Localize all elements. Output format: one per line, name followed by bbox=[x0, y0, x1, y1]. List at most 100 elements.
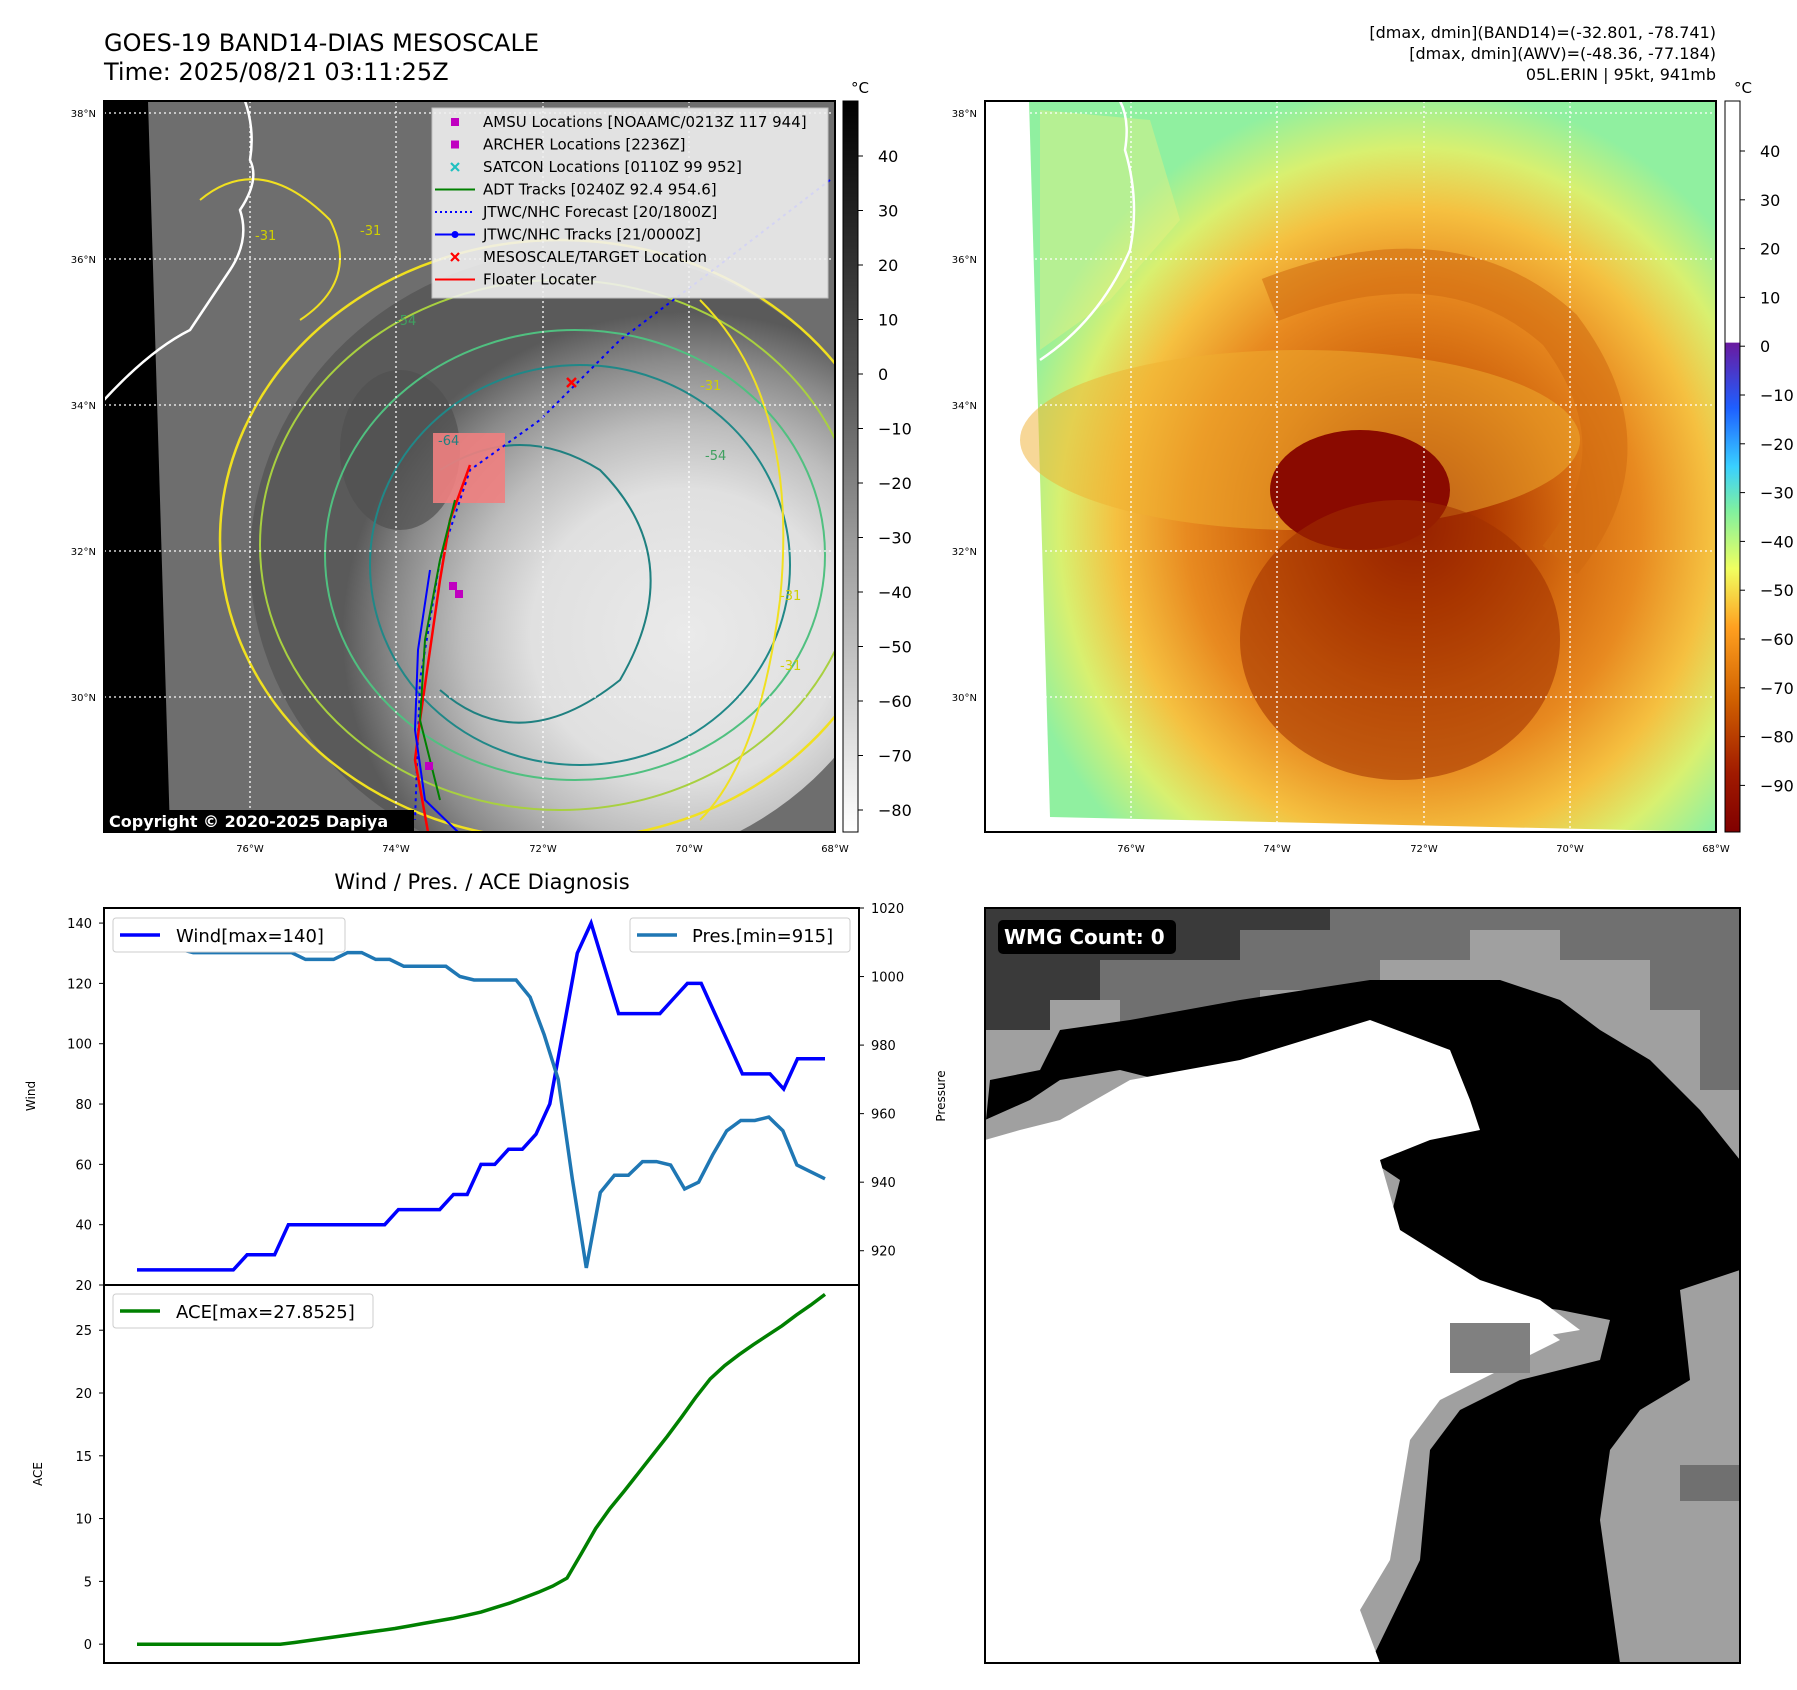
colorbar-tick-label: 10 bbox=[878, 311, 898, 330]
y2-tick-label: 960 bbox=[871, 1108, 896, 1123]
y-tick-label: 40 bbox=[75, 1219, 92, 1234]
colorbar-tick-label: −10 bbox=[878, 420, 912, 439]
colorbar-tick-label: −10 bbox=[1760, 386, 1794, 405]
y2-tick-label: 1020 bbox=[871, 902, 904, 917]
y2-tick-label: 920 bbox=[871, 1245, 896, 1260]
y-tick-label: 10 bbox=[75, 1513, 92, 1528]
storm-info: 05L.ERIN | 95kt, 941mb bbox=[1526, 65, 1716, 84]
wind-legend: Wind[max=140] bbox=[112, 917, 346, 953]
colorbar-tick-label: −70 bbox=[1760, 679, 1794, 698]
wmg-count-label: WMG Count: 0 bbox=[1004, 925, 1165, 949]
y-tick-label: 5 bbox=[84, 1575, 92, 1590]
colorbar-tick-label: −50 bbox=[878, 638, 912, 657]
ace-legend: ACE[max=27.8525] bbox=[112, 1293, 374, 1329]
colorbar-tick-label: −20 bbox=[878, 474, 912, 493]
lon-tick: 70°W bbox=[675, 844, 703, 855]
lon-tick: 68°W bbox=[821, 844, 849, 855]
lat-tick: 34°N bbox=[71, 401, 96, 412]
ir-colorbar: °C 40 30 20 10 0 −10 −20 −30 −40 −50 −60 −70 −80 bbox=[842, 79, 912, 833]
legend-label: JTWC/NHC Forecast [20/1800Z] bbox=[482, 203, 717, 221]
y-axis-label: Wind bbox=[24, 1081, 38, 1111]
legend-marker bbox=[451, 231, 459, 238]
ace-line bbox=[137, 1292, 827, 1646]
awv-colorbar: °C 40 30 20 10 0 −10 −20 −30 −40 −50 −60 −70 −80 −90 bbox=[1724, 79, 1794, 833]
band14-range: [dmax, dmin](BAND14)=(-32.801, -78.741) bbox=[1369, 23, 1716, 42]
legend-marker bbox=[450, 252, 460, 262]
y2-tick-label: 1000 bbox=[871, 971, 904, 986]
lat-tick: 30°N bbox=[952, 693, 977, 704]
y-tick-label: 60 bbox=[75, 1158, 92, 1173]
y-tick-label: 80 bbox=[75, 1098, 92, 1113]
lat-tick: 30°N bbox=[71, 693, 96, 704]
colorbar-unit: °C bbox=[1734, 79, 1752, 97]
colorbar-tick-label: −80 bbox=[1760, 728, 1794, 747]
colorbar-tick-label: −20 bbox=[1760, 435, 1794, 454]
awv-range: [dmax, dmin](AWV)=(-48.36, -77.184) bbox=[1409, 44, 1716, 63]
legend-label: SATCON Locations [0110Z 99 952] bbox=[483, 158, 742, 176]
legend-marker bbox=[451, 118, 459, 126]
lon-tick: 76°W bbox=[1117, 844, 1145, 855]
lon-tick: 72°W bbox=[529, 844, 557, 855]
awv-map-panel: 76°W 74°W 72°W 70°W 68°W 38°N 36°N 34°N … bbox=[952, 79, 1794, 855]
lat-tick: 34°N bbox=[952, 401, 977, 412]
lat-tick: 38°N bbox=[952, 109, 977, 120]
y-tick-label: 120 bbox=[67, 977, 92, 992]
colorbar-tick-label: 40 bbox=[878, 147, 898, 166]
legend-label: MESOSCALE/TARGET Location bbox=[483, 248, 707, 266]
y-tick-label: 25 bbox=[75, 1324, 92, 1339]
pressure-line bbox=[137, 923, 826, 1269]
lon-tick: 74°W bbox=[382, 844, 410, 855]
colorbar-tick-label: −80 bbox=[878, 801, 912, 820]
wind-line bbox=[137, 918, 825, 1272]
map-legend: AMSU Locations [NOAAMC/0213Z 117 944] ARC… bbox=[431, 107, 829, 299]
contour-label: -31 bbox=[255, 229, 276, 244]
legend-marker bbox=[450, 162, 460, 172]
lon-tick: 76°W bbox=[236, 844, 264, 855]
contour-label: -31 bbox=[360, 224, 381, 239]
contour-label: -54 bbox=[705, 449, 726, 464]
lat-tick: 32°N bbox=[952, 547, 977, 558]
contour-label: -54 bbox=[395, 314, 416, 329]
y-tick-label: 0 bbox=[84, 1638, 92, 1653]
colorbar-tick-label: 30 bbox=[878, 202, 898, 221]
colorbar-tick-label: −30 bbox=[878, 529, 912, 548]
copyright-label: Copyright © 2020-2025 Dapiya bbox=[109, 812, 388, 831]
chart-title: Wind / Pres. / ACE Diagnosis bbox=[334, 870, 629, 894]
ace-chart: 0 5 10 15 20 25 ACE ACE[max=27.8525] bbox=[31, 1284, 860, 1664]
contour-label: -31 bbox=[780, 589, 801, 604]
legend-label: ADT Tracks [0240Z 92.4 954.6] bbox=[483, 181, 717, 199]
legend-label: JTWC/NHC Tracks [21/0000Z] bbox=[482, 226, 701, 244]
lon-tick: 68°W bbox=[1702, 844, 1730, 855]
wmg-count-badge bbox=[998, 920, 1176, 954]
lon-tick: 74°W bbox=[1263, 844, 1291, 855]
colorbar-tick-label: −50 bbox=[1760, 581, 1794, 600]
ir-map-panel: Copyright © 2020-2025 Dapiya -31 -31 -54… bbox=[71, 79, 912, 855]
legend-marker bbox=[451, 140, 459, 149]
colorbar-tick-label: −30 bbox=[1760, 484, 1794, 503]
y-tick-label: 20 bbox=[75, 1279, 92, 1294]
colorbar-tick-label: 20 bbox=[878, 256, 898, 275]
lon-tick: 70°W bbox=[1556, 844, 1584, 855]
y-tick-label: 15 bbox=[75, 1450, 92, 1465]
colorbar-tick-label: 0 bbox=[878, 365, 888, 384]
contour-label: -64 bbox=[438, 434, 459, 449]
y-axis-label: ACE bbox=[31, 1462, 45, 1486]
lat-tick: 38°N bbox=[71, 109, 96, 120]
colorbar-tick-label: −60 bbox=[1760, 630, 1794, 649]
lat-tick: 32°N bbox=[71, 547, 96, 558]
colorbar-tick-label: 10 bbox=[1760, 288, 1780, 307]
figure-time: Time: 2025/08/21 03:11:25Z bbox=[103, 58, 449, 86]
colorbar-tick-label: 20 bbox=[1760, 240, 1780, 259]
y2-tick-label: 980 bbox=[871, 1039, 896, 1054]
colorbar-tick-label: −40 bbox=[1760, 532, 1794, 551]
colorbar-unit: °C bbox=[851, 79, 869, 97]
lon-tick: 72°W bbox=[1410, 844, 1438, 855]
contour-label: -31 bbox=[700, 379, 721, 394]
colorbar-tick-label: 40 bbox=[1760, 142, 1780, 161]
legend-label: AMSU Locations [NOAAMC/0213Z 117 944] bbox=[483, 113, 807, 131]
contour-label: -31 bbox=[780, 659, 801, 674]
y2-tick-label: 940 bbox=[871, 1176, 896, 1191]
colorbar-tick-label: −40 bbox=[878, 583, 912, 602]
y-tick-label: 140 bbox=[67, 917, 92, 932]
